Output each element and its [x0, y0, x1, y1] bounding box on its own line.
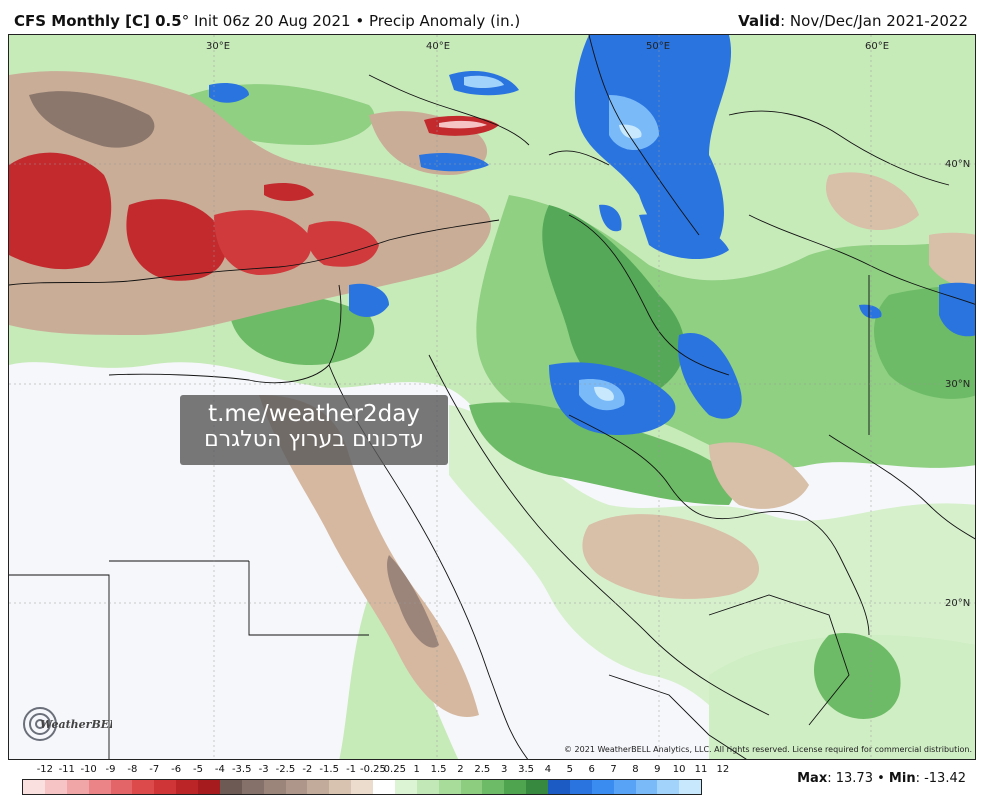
legend-label: 5: [566, 764, 573, 775]
weatherbell-logo-icon: WeatherBELL: [23, 707, 125, 741]
legend-swatch: [373, 780, 395, 794]
legend-label: -11: [58, 764, 75, 775]
legend-label: 8: [632, 764, 639, 775]
model-name: CFS Monthly [C] 0.5: [14, 12, 182, 30]
product-name: Precip Anomaly (in.): [368, 12, 521, 30]
lon-label-50e: 50°E: [646, 41, 670, 52]
legend-swatch: [88, 780, 111, 794]
legend-swatch: [219, 780, 242, 794]
legend-label: 10: [672, 764, 686, 775]
lon-label-30e: 30°E: [206, 41, 230, 52]
legend-label: 9: [654, 764, 661, 775]
legend-label: 2: [457, 764, 464, 775]
legend-label: -12: [36, 764, 54, 775]
legend-tick-labels: -12 -11 -10 -9 -8 -7 -6 -5 -4 -3.5 -3 -2.5 -2 -1.5 -1-…: [22, 764, 730, 778]
legend-swatch: [679, 780, 702, 794]
legend-label: 2.5: [474, 764, 491, 775]
legend-label: -4: [214, 764, 225, 775]
legend-label: 3: [500, 764, 508, 775]
legend-label: 0.25: [383, 764, 406, 775]
legend-label: 7: [610, 764, 617, 775]
legend-label: 3.5: [518, 764, 534, 775]
max-min-readout: Max: 13.73 • Min: -13.42: [797, 771, 966, 786]
legend-swatch: [504, 780, 527, 794]
max-value: : 13.73: [827, 771, 873, 786]
legend-label: 1: [413, 764, 420, 775]
legend-swatch: [176, 780, 198, 794]
legend-label: 1.5: [430, 764, 447, 775]
legend-label: -10: [80, 764, 97, 775]
legend-swatch: [307, 780, 330, 794]
legend-swatch: [394, 780, 417, 794]
watermark-url: t.me/weather2day: [208, 401, 420, 427]
weatherbell-logo: WeatherBELL: [20, 698, 125, 756]
legend-swatch: [66, 780, 89, 794]
legend-swatch: [657, 780, 680, 794]
legend-swatch: [154, 780, 177, 794]
legend-swatch: [591, 780, 614, 794]
legend-swatch: [569, 780, 592, 794]
legend-swatch: [23, 780, 45, 794]
min-value: : -13.42: [915, 771, 966, 786]
legend-label: 11: [694, 764, 708, 775]
legend-label: 12: [716, 764, 730, 775]
legend-swatch: [416, 780, 439, 794]
legend-color-bar: [22, 779, 702, 795]
legend-label: -3.5: [231, 764, 252, 775]
legend-swatch: [329, 780, 352, 794]
legend-swatch: [132, 780, 155, 794]
legend-swatch: [351, 780, 373, 794]
legend-label: -6: [171, 764, 182, 775]
map-title: CFS Monthly [C] 0.5° Init 06z 20 Aug 202…: [14, 12, 521, 30]
lat-label-20n: 20°N: [945, 598, 970, 609]
legend-label: -0.25: [359, 764, 386, 775]
telegram-watermark: t.me/weather2day עדכונים בערוץ הטלגרם: [180, 395, 448, 465]
copyright-notice: © 2021 WeatherBELL Analytics, LLC. All r…: [564, 745, 972, 754]
legend-swatch: [460, 780, 483, 794]
legend-swatch: [548, 780, 570, 794]
color-legend: -12 -11 -10 -9 -8 -7 -6 -5 -4 -3.5 -3 -2.5 -2 -1.5 -1-…: [22, 764, 730, 804]
legend-label: -9: [105, 764, 116, 775]
legend-label: 6: [588, 764, 595, 775]
legend-swatch: [241, 780, 264, 794]
lat-label-40n: 40°N: [945, 159, 970, 170]
precip-anomaly-map: 30°E 40°E 50°E 60°E 40°N 30°N 20°N: [8, 34, 976, 760]
lon-label-40e: 40°E: [426, 41, 450, 52]
legend-swatch: [263, 780, 286, 794]
init-time: Init 06z 20 Aug 2021: [193, 12, 351, 30]
legend-swatch: [198, 780, 220, 794]
legend-label: -7: [149, 764, 160, 775]
legend-swatch: [613, 780, 636, 794]
legend-label: -5: [192, 764, 203, 775]
watermark-hebrew: עדכונים בערוץ הטלגרם: [204, 427, 424, 452]
legend-swatch: [635, 780, 658, 794]
legend-swatch: [285, 780, 308, 794]
map-canvas: 30°E 40°E 50°E 60°E 40°N 30°N 20°N: [9, 35, 975, 759]
legend-label: -2: [302, 764, 313, 775]
legend-swatch: [526, 780, 548, 794]
legend-swatch: [110, 780, 133, 794]
legend-label: -3: [258, 764, 269, 775]
legend-label: -2.5: [275, 764, 296, 775]
legend-label: -8: [127, 764, 138, 775]
legend-label: -1: [346, 764, 357, 775]
lat-label-30n: 30°N: [945, 379, 970, 390]
legend-swatch: [438, 780, 461, 794]
legend-swatch: [44, 780, 67, 794]
svg-text:WeatherBELL: WeatherBELL: [40, 718, 112, 731]
legend-swatch: [482, 780, 505, 794]
valid-period: Valid: Nov/Dec/Jan 2021-2022: [738, 12, 968, 30]
legend-label: -1.5: [319, 764, 339, 775]
legend-label: 4: [544, 764, 552, 775]
lon-label-60e: 60°E: [865, 41, 889, 52]
